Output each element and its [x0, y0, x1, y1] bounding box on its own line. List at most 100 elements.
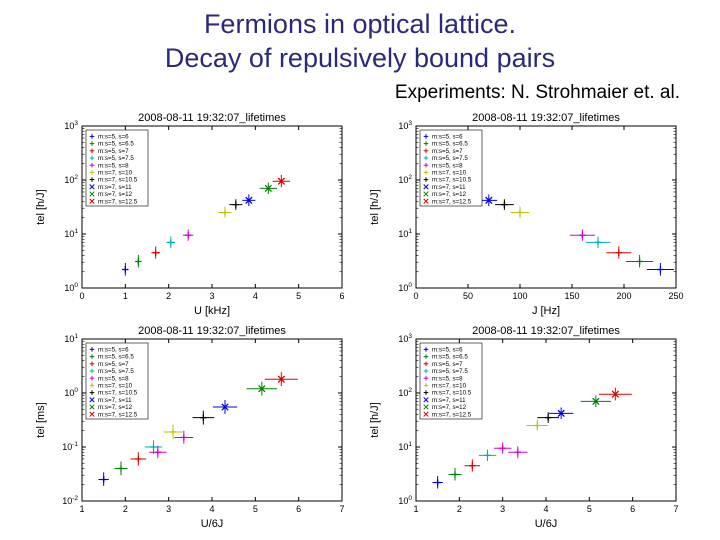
svg-text:m:s=7, s=10: m:s=7, s=10: [98, 382, 133, 389]
svg-text:1: 1: [123, 291, 128, 301]
svg-text:m:s=7, s=12: m:s=7, s=12: [98, 191, 133, 198]
svg-text:m:s=7, s=11: m:s=7, s=11: [432, 183, 466, 190]
svg-text:m:s=5, s=8: m:s=5, s=8: [98, 375, 129, 382]
svg-text:5: 5: [296, 291, 301, 301]
svg-text:m:s=7, s=12: m:s=7, s=12: [432, 404, 467, 411]
svg-text:6: 6: [296, 504, 301, 514]
title-line1: Fermions in optical lattice.: [20, 8, 700, 42]
svg-text:m:s=5, s=6: m:s=5, s=6: [432, 133, 463, 140]
svg-text:m:s=7, s=12: m:s=7, s=12: [432, 191, 467, 198]
svg-text:10-2: 10-2: [62, 495, 78, 506]
page-title: Fermions in optical lattice. Decay of re…: [0, 0, 720, 82]
svg-text:5: 5: [587, 504, 592, 514]
svg-text:250: 250: [668, 291, 683, 301]
svg-text:m:s=5, s=7: m:s=5, s=7: [98, 360, 129, 367]
svg-text:tel [h/J]: tel [h/J]: [369, 189, 381, 224]
svg-text:m:s=7, s=11: m:s=7, s=11: [432, 396, 466, 403]
svg-text:2: 2: [166, 291, 171, 301]
svg-text:m:s=5, s=8: m:s=5, s=8: [98, 162, 129, 169]
svg-text:m:s=5, s=7: m:s=5, s=7: [98, 147, 129, 154]
svg-text:tel [ms]: tel [ms]: [35, 402, 47, 437]
svg-text:100: 100: [64, 387, 78, 398]
svg-text:m:s=7, s=10.5: m:s=7, s=10.5: [98, 389, 138, 396]
svg-text:0: 0: [79, 291, 84, 301]
svg-text:3: 3: [166, 504, 171, 514]
svg-text:tel [h/J]: tel [h/J]: [35, 189, 47, 224]
svg-text:100: 100: [398, 282, 412, 293]
svg-text:103: 103: [398, 120, 412, 131]
svg-text:100: 100: [512, 291, 527, 301]
svg-text:m:s=7, s=10.5: m:s=7, s=10.5: [98, 176, 138, 183]
svg-text:103: 103: [398, 333, 412, 344]
svg-text:101: 101: [398, 441, 412, 452]
svg-text:7: 7: [339, 504, 344, 514]
chart-grid: 2008-08-11 19:32:07_lifetimes 0 1 2 3 4 5 6 U [k…: [0, 108, 720, 540]
svg-text:102: 102: [398, 174, 412, 185]
svg-text:101: 101: [398, 228, 412, 239]
svg-text:2: 2: [457, 504, 462, 514]
svg-text:m:s=7, s=10.5: m:s=7, s=10.5: [432, 389, 472, 396]
subtitle: Experiments: N. Strohmaier et. al.: [0, 82, 720, 108]
svg-text:100: 100: [398, 495, 412, 506]
svg-text:m:s=5, s=6.5: m:s=5, s=6.5: [98, 140, 134, 147]
svg-text:4: 4: [543, 504, 548, 514]
panel-2: 2008-08-11 19:32:07_lifetimes 1 2 3 4 5 6 7 U/6J…: [30, 323, 356, 532]
svg-text:m:s=7, s=10: m:s=7, s=10: [98, 169, 133, 176]
svg-text:tel [h/J]: tel [h/J]: [369, 402, 381, 437]
svg-text:6: 6: [630, 504, 635, 514]
svg-text:m:s=5, s=7.5: m:s=5, s=7.5: [98, 155, 134, 162]
svg-text:m:s=7, s=11: m:s=7, s=11: [98, 396, 132, 403]
panel-3: 2008-08-11 19:32:07_lifetimes 1 2 3 4 5 6 7 U/6J…: [364, 323, 690, 532]
svg-text:m:s=5, s=8: m:s=5, s=8: [432, 162, 463, 169]
svg-text:m:s=5, s=6.5: m:s=5, s=6.5: [432, 140, 468, 147]
svg-text:0: 0: [413, 291, 418, 301]
svg-text:m:s=5, s=7: m:s=5, s=7: [432, 360, 463, 367]
svg-text:101: 101: [64, 228, 78, 239]
svg-text:m:s=7, s=10.5: m:s=7, s=10.5: [432, 176, 472, 183]
svg-text:101: 101: [64, 333, 78, 344]
svg-text:m:s=7, s=12.5: m:s=7, s=12.5: [98, 411, 138, 418]
panel-0: 2008-08-11 19:32:07_lifetimes 0 1 2 3 4 5 6 U [k…: [30, 110, 356, 319]
svg-text:4: 4: [253, 291, 258, 301]
svg-text:10-1: 10-1: [62, 441, 78, 452]
svg-text:U/6J: U/6J: [201, 518, 224, 530]
svg-text:150: 150: [564, 291, 579, 301]
svg-text:m:s=5, s=7.5: m:s=5, s=7.5: [432, 155, 468, 162]
panel-1: 2008-08-11 19:32:07_lifetimes 0 50 100 150 20…: [364, 110, 690, 319]
title-line2: Decay of repulsively bound pairs: [20, 42, 700, 76]
svg-text:200: 200: [616, 291, 631, 301]
svg-text:2008-08-11 19:32:07_lifetimes: 2008-08-11 19:32:07_lifetimes: [138, 112, 286, 124]
svg-text:103: 103: [64, 120, 78, 131]
svg-text:2: 2: [123, 504, 128, 514]
svg-text:3: 3: [500, 504, 505, 514]
svg-text:m:s=5, s=6: m:s=5, s=6: [432, 346, 463, 353]
svg-text:2008-08-11 19:32:07_lifetimes: 2008-08-11 19:32:07_lifetimes: [472, 325, 620, 337]
svg-text:m:s=7, s=12: m:s=7, s=12: [98, 404, 133, 411]
svg-text:50: 50: [463, 291, 473, 301]
svg-text:U [kHz]: U [kHz]: [194, 305, 230, 317]
svg-text:7: 7: [673, 504, 678, 514]
svg-text:m:s=7, s=10: m:s=7, s=10: [432, 169, 467, 176]
svg-text:2008-08-11 19:32:07_lifetimes: 2008-08-11 19:32:07_lifetimes: [138, 325, 286, 337]
svg-text:m:s=7, s=12.5: m:s=7, s=12.5: [432, 198, 472, 205]
svg-text:m:s=5, s=8: m:s=5, s=8: [432, 375, 463, 382]
svg-text:m:s=5, s=6: m:s=5, s=6: [98, 346, 129, 353]
svg-text:m:s=7, s=12.5: m:s=7, s=12.5: [98, 198, 138, 205]
svg-text:U/6J: U/6J: [535, 518, 558, 530]
svg-text:3: 3: [209, 291, 214, 301]
svg-text:m:s=7, s=12.5: m:s=7, s=12.5: [432, 411, 472, 418]
svg-text:m:s=7, s=10: m:s=7, s=10: [432, 382, 467, 389]
svg-text:100: 100: [64, 282, 78, 293]
svg-text:1: 1: [79, 504, 84, 514]
svg-text:2008-08-11 19:32:07_lifetimes: 2008-08-11 19:32:07_lifetimes: [472, 112, 620, 124]
svg-text:1: 1: [413, 504, 418, 514]
svg-text:102: 102: [64, 174, 78, 185]
svg-text:m:s=5, s=6.5: m:s=5, s=6.5: [432, 353, 468, 360]
svg-text:m:s=7, s=11: m:s=7, s=11: [98, 183, 132, 190]
svg-text:m:s=5, s=6: m:s=5, s=6: [98, 133, 129, 140]
svg-text:4: 4: [209, 504, 214, 514]
svg-text:m:s=5, s=7.5: m:s=5, s=7.5: [98, 368, 134, 375]
svg-text:5: 5: [253, 504, 258, 514]
svg-text:6: 6: [339, 291, 344, 301]
svg-text:102: 102: [398, 387, 412, 398]
